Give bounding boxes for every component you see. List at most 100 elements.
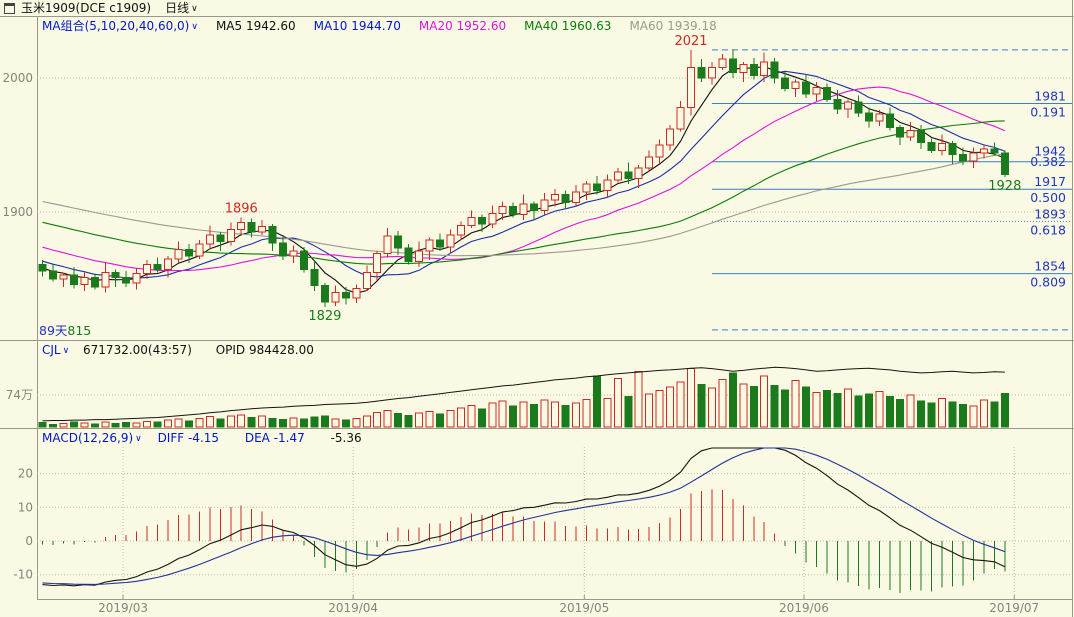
volume-bar (488, 402, 497, 428)
ma-legend-item: MA40 1960.63 (524, 19, 612, 33)
volume-bar (781, 389, 790, 428)
volume-bar (749, 385, 758, 428)
open-interest-line (42, 366, 1005, 422)
candle-body (498, 206, 507, 214)
candle-body (645, 156, 654, 169)
macd-layer (42, 447, 1006, 593)
candle-body (48, 270, 57, 280)
volume-bar (613, 378, 622, 428)
candle-body (530, 203, 539, 212)
volume-bar (958, 404, 967, 428)
candle-body (467, 216, 476, 226)
fib-ratio-label: 0.809 (1030, 275, 1066, 290)
candle-body (833, 98, 842, 110)
candle-body (279, 242, 288, 257)
ma-settings-dropdown[interactable]: MA组合(5,10,20,40,60,0) ∨ (42, 19, 198, 33)
volume-bar (394, 413, 403, 428)
candle-body (781, 77, 790, 90)
ma-legend-item: MA5 1942.60 (215, 19, 296, 33)
title-bar: 玉米1909(DCE c1909) 日线 ∨ (0, 1, 1074, 16)
date-label: 2019/05 (559, 601, 609, 615)
window-restore-icon[interactable] (4, 3, 15, 14)
candle-body (111, 271, 120, 279)
volume-bar (875, 391, 884, 428)
volume-bar (226, 415, 235, 428)
volume-bar (174, 418, 183, 428)
volume-bar (582, 398, 591, 428)
volume-bar (728, 372, 737, 428)
volume-bar (362, 415, 371, 428)
date-label: 2019/07 (989, 601, 1039, 615)
volume-bar (592, 375, 601, 428)
volume-bar (435, 413, 444, 428)
chevron-down-icon: ∨ (191, 22, 198, 32)
macd-indicator-dropdown[interactable]: MACD(12,26,9) ∨ (42, 431, 142, 445)
volume-bar (561, 404, 570, 428)
candle-body (582, 183, 591, 193)
candle-body (697, 66, 706, 79)
volume-indicator-label: CJL (42, 343, 61, 357)
candle-body (341, 291, 350, 299)
volume-tick-label: 74万 (6, 388, 33, 402)
volume-bar (80, 422, 89, 428)
ma-legend-item: MA60 1939.18 (629, 19, 717, 33)
volume-bar (1000, 392, 1009, 428)
volume-bar (69, 421, 78, 428)
candle-body (917, 129, 926, 143)
fib-price-label: 1981 (1034, 88, 1066, 103)
candle-body (38, 263, 47, 272)
ma5-line (42, 66, 1005, 294)
volume-bar (258, 415, 267, 428)
candle-body (624, 171, 633, 180)
volume-bar (833, 392, 842, 428)
macd-dea-value: DEA -1.47 (244, 431, 305, 445)
candle-body (749, 64, 758, 76)
candle-body (728, 58, 737, 74)
volume-bar (969, 405, 978, 428)
volume-indicator-dropdown[interactable]: CJL ∨ (42, 343, 69, 357)
volume-bar (509, 405, 518, 428)
volume-bar (352, 417, 361, 428)
candle-body (268, 226, 277, 244)
candle-body (875, 113, 884, 122)
volume-bar (938, 397, 947, 428)
instrument-title: 玉米1909(DCE c1909) (21, 1, 152, 15)
candle-body (216, 234, 225, 242)
ma-legend-items: MA5 1942.60 MA10 1944.70 MA20 1952.60 MA40 … (216, 19, 735, 33)
candle-body (320, 285, 329, 303)
volume-bar (519, 401, 528, 428)
candle-body (655, 144, 664, 158)
volume-bar (90, 423, 99, 428)
volume-bar (289, 417, 298, 428)
candle-body (373, 253, 382, 273)
volume-bar (707, 387, 716, 428)
candle-body (101, 271, 110, 288)
period-selector[interactable]: 日线 ∨ (165, 1, 198, 15)
candle-body (634, 167, 643, 179)
volume-bar (153, 421, 162, 428)
volume-bar (770, 384, 779, 428)
ma10-line (42, 70, 1005, 279)
macd-tick-label: 10 (18, 500, 33, 514)
price-tick-label: 2000 (2, 71, 33, 85)
volume-bar (812, 391, 821, 428)
candle-body (990, 148, 999, 154)
candle-body (237, 222, 246, 230)
candle-body (969, 152, 978, 162)
candle-body (310, 269, 319, 287)
volume-indicator-row: CJL ∨ 671732.00(43:57) OPID 984428.00 (42, 343, 334, 359)
corner-note-part: 815 (67, 323, 91, 338)
candle-body (477, 216, 486, 225)
volume-bar (446, 410, 455, 428)
volume-bar (216, 418, 225, 428)
candle-body (164, 258, 173, 271)
fib-ratio-label: 0.500 (1030, 190, 1066, 205)
volume-bar (195, 417, 204, 428)
candle-body (195, 243, 204, 257)
macd-indicator-label: MACD(12,26,9) (42, 431, 134, 445)
candle-body (446, 234, 455, 248)
candle-body (718, 58, 727, 68)
candle-body (80, 277, 89, 285)
candle-body (739, 64, 748, 74)
